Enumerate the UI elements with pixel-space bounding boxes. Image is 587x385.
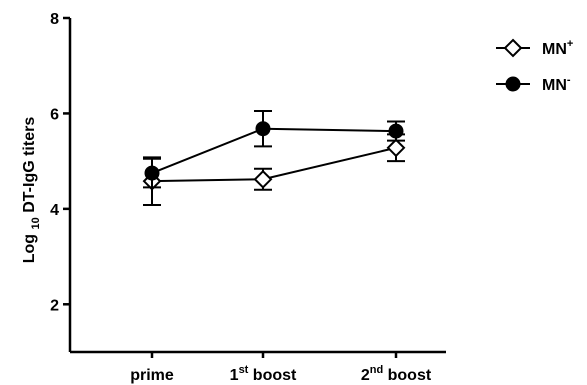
x-tick-label-2: 2nd boost: [361, 364, 432, 384]
legend-label-0: MN+: [542, 38, 573, 58]
series-1-line: [151, 127, 397, 174]
y-axis-label: Log 10 DT-IgG titers: [21, 117, 42, 264]
y-tick-label-6: 6: [50, 106, 59, 123]
y-tick-label-4: 4: [50, 202, 59, 219]
x-tick-label-1: 1st boost: [230, 364, 297, 384]
series-1-point-2: [388, 123, 404, 139]
legend-label-1: MN-: [542, 74, 571, 94]
series-1-point-1: [255, 121, 271, 137]
y-tick-label-8: 8: [50, 11, 59, 28]
legend-marker-1: [505, 76, 521, 92]
x-tick-label-0: prime: [130, 367, 174, 384]
series-0-point-1: [253, 169, 273, 189]
legend-marker-0: [503, 38, 523, 58]
series-1-point-0: [144, 165, 160, 181]
series-0-line: [151, 146, 397, 183]
series-0-point-2: [386, 138, 406, 158]
y-tick-label-2: 2: [50, 297, 59, 314]
